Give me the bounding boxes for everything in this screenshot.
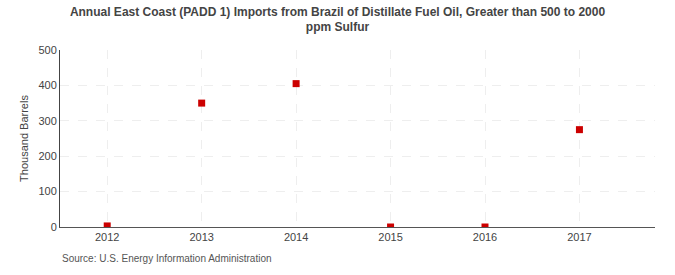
svg-text:200: 200 (38, 150, 56, 162)
svg-text:2012: 2012 (95, 231, 119, 243)
svg-text:2016: 2016 (473, 231, 497, 243)
svg-text:2015: 2015 (378, 231, 402, 243)
svg-text:300: 300 (38, 115, 56, 127)
svg-text:2017: 2017 (567, 231, 591, 243)
svg-text:Annual East Coast (PADD 1) Imp: Annual East Coast (PADD 1) Imports from … (70, 5, 606, 35)
svg-text:Thousand Barrels: Thousand Barrels (18, 95, 30, 182)
svg-text:0: 0 (51, 221, 57, 233)
svg-text:500: 500 (38, 44, 56, 56)
svg-text:Source: U.S. Energy Informatio: Source: U.S. Energy Information Administ… (62, 253, 272, 264)
svg-text:400: 400 (38, 79, 56, 91)
svg-text:100: 100 (38, 185, 56, 197)
svg-text:2014: 2014 (284, 231, 308, 243)
svg-text:2013: 2013 (189, 231, 213, 243)
